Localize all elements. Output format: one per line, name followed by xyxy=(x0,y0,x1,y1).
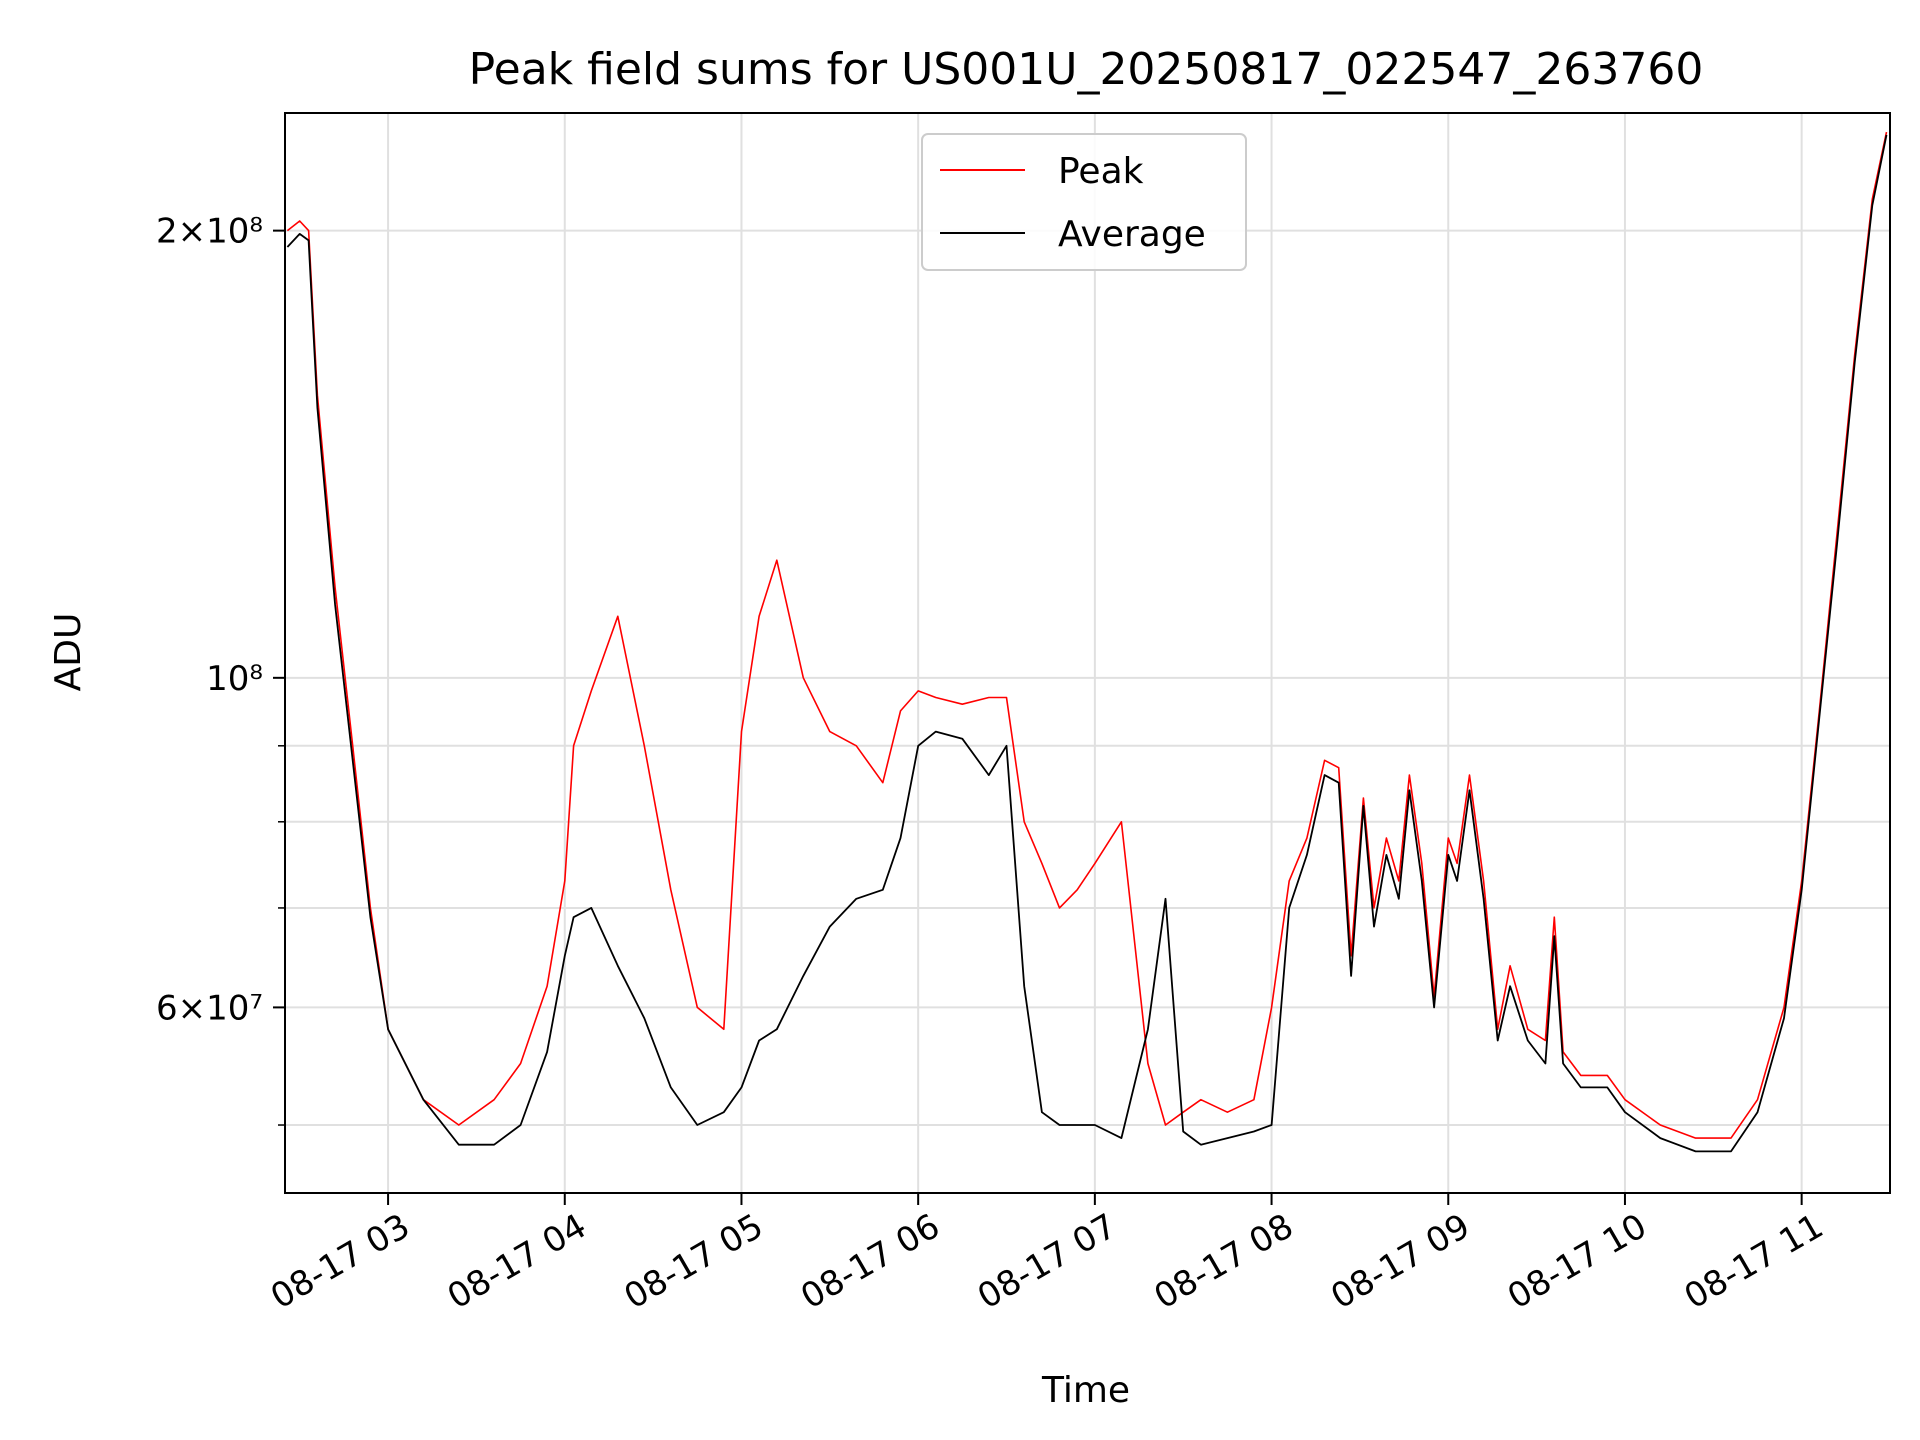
plot-frame xyxy=(284,112,1891,1194)
y-axis-title: ADU xyxy=(48,613,89,692)
legend-label-peak: Peak xyxy=(1058,151,1144,192)
y-tick-label: 2×10⁸ xyxy=(156,212,263,252)
series-line-peak xyxy=(286,131,1888,1139)
chart-title: Peak field sums for US001U_20250817_0225… xyxy=(469,44,1704,95)
y-tick-label: 6×10⁷ xyxy=(156,988,263,1028)
x-axis-title: Time xyxy=(1041,1370,1130,1411)
series-layer xyxy=(286,131,1888,1153)
y-tick-label: 10⁸ xyxy=(206,659,263,699)
legend-box xyxy=(921,133,1247,271)
legend-label-average: Average xyxy=(1058,214,1206,255)
series-line-average xyxy=(286,134,1888,1153)
legend: Peak Average xyxy=(921,133,1247,271)
